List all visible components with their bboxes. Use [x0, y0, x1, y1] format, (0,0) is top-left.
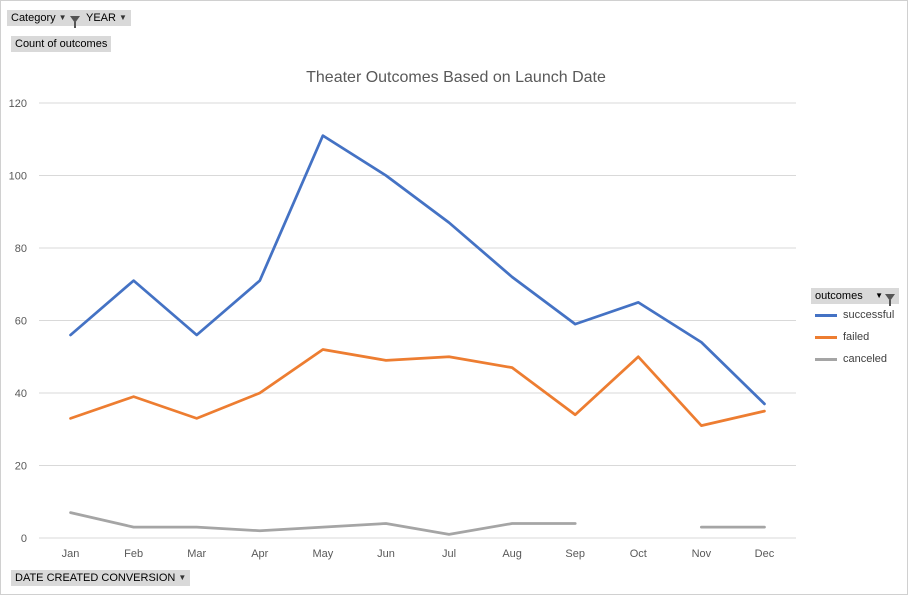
series-line-canceled: [69, 511, 577, 536]
x-axis-ticks: Jan Feb Mar Apr May Jun Jul Aug Sep Oct Nov Dec: [62, 548, 775, 560]
series-line-successful: [69, 134, 766, 406]
x-tick-label: Jun: [377, 548, 395, 560]
legend-label: canceled: [843, 353, 888, 365]
dropdown-arrow-icon: ▼: [58, 13, 67, 22]
legend-title: outcomes: [815, 290, 863, 302]
gridlines: [39, 102, 796, 539]
y-tick-label: 0: [21, 533, 27, 545]
category-filter-label: Category: [11, 12, 56, 24]
axis-field-label: DATE CREATED CONVERSION: [15, 572, 176, 584]
x-tick-label: Dec: [755, 548, 775, 560]
series-line-failed: [69, 348, 766, 427]
filter-icon: [885, 293, 895, 306]
y-tick-label: 40: [15, 388, 27, 400]
legend: outcomes ▼ successful failed canceled: [811, 288, 899, 370]
dropdown-arrow-icon: ▼: [178, 573, 187, 582]
legend-swatch: [815, 313, 837, 317]
legend-label: successful: [843, 309, 895, 321]
x-tick-label: Nov: [692, 548, 712, 560]
y-tick-label: 100: [9, 171, 27, 183]
series-lines: [69, 134, 766, 536]
values-field-label: Count of outcomes: [15, 38, 108, 50]
chart-title: Theater Outcomes Based on Launch Date: [306, 69, 606, 86]
dropdown-arrow-icon: ▼: [118, 13, 127, 22]
y-tick-label: 60: [15, 316, 27, 328]
year-filter-button[interactable]: YEAR ▼: [82, 10, 131, 26]
legend-filter-button[interactable]: outcomes ▼: [811, 288, 899, 306]
x-tick-label: Feb: [124, 548, 143, 560]
x-tick-label: Mar: [187, 548, 206, 560]
y-axis-ticks: 0 20 40 60 80 100 120: [9, 98, 27, 545]
legend-swatch: [815, 335, 837, 339]
y-tick-label: 80: [15, 243, 27, 255]
legend-item-canceled: canceled: [811, 348, 899, 370]
legend-item-successful: successful: [811, 304, 899, 326]
values-field-button[interactable]: Count of outcomes: [11, 36, 112, 52]
year-filter-label: YEAR: [86, 12, 116, 24]
filter-icon: [69, 15, 80, 28]
category-filter-button[interactable]: Category ▼: [7, 10, 84, 28]
y-tick-label: 20: [15, 461, 27, 473]
x-tick-label: Aug: [502, 548, 522, 560]
legend-swatch: [815, 357, 837, 361]
x-tick-label: Oct: [630, 548, 647, 560]
x-tick-label: Sep: [565, 548, 585, 560]
legend-item-failed: failed: [811, 326, 899, 348]
dropdown-arrow-icon: ▼: [875, 291, 883, 300]
x-tick-label: Jul: [442, 548, 456, 560]
legend-label: failed: [843, 331, 870, 343]
axis-field-button[interactable]: DATE CREATED CONVERSION ▼: [11, 570, 191, 586]
x-tick-label: Jan: [62, 548, 80, 560]
y-tick-label: 120: [9, 98, 27, 110]
x-tick-label: May: [312, 548, 333, 560]
x-tick-label: Apr: [251, 548, 268, 560]
